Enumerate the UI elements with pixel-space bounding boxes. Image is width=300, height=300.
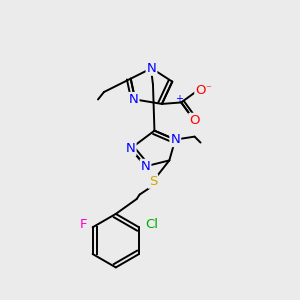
Text: N: N <box>170 133 180 146</box>
Text: N: N <box>129 93 139 106</box>
Text: N: N <box>147 62 156 75</box>
Text: Cl: Cl <box>145 218 158 231</box>
Text: N: N <box>141 160 150 173</box>
Text: +: + <box>175 94 183 104</box>
Text: F: F <box>80 218 88 231</box>
Text: O: O <box>189 114 200 127</box>
Text: O: O <box>195 84 206 97</box>
Text: ⁻: ⁻ <box>205 84 211 94</box>
Text: N: N <box>126 142 136 155</box>
Text: S: S <box>149 175 157 188</box>
